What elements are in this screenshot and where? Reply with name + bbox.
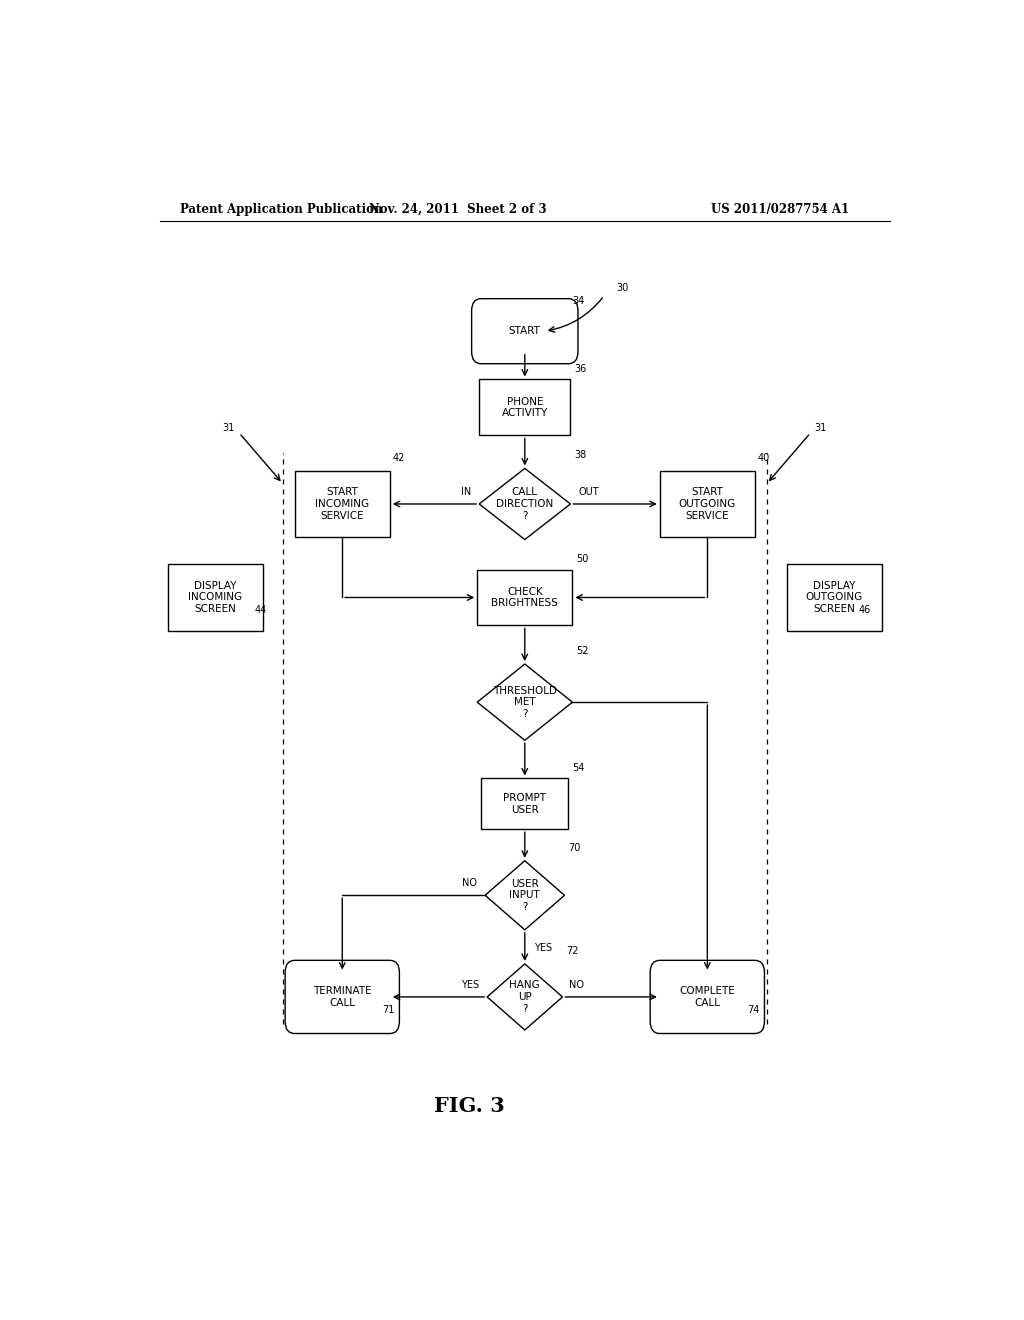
Text: 54: 54 xyxy=(572,763,585,774)
Text: 31: 31 xyxy=(815,422,827,433)
Text: 46: 46 xyxy=(858,606,870,615)
Text: THRESHOLD
MET
?: THRESHOLD MET ? xyxy=(493,685,557,719)
Text: 42: 42 xyxy=(392,453,404,463)
Text: USER
INPUT
?: USER INPUT ? xyxy=(509,879,541,912)
Text: Patent Application Publication: Patent Application Publication xyxy=(179,203,382,215)
FancyBboxPatch shape xyxy=(477,569,572,626)
Text: TERMINATE
CALL: TERMINATE CALL xyxy=(313,986,372,1007)
Text: NO: NO xyxy=(462,878,477,888)
Text: NO: NO xyxy=(569,979,584,990)
FancyBboxPatch shape xyxy=(650,961,765,1034)
FancyBboxPatch shape xyxy=(481,779,568,829)
FancyBboxPatch shape xyxy=(659,471,755,537)
Text: CHECK
BRIGHTNESS: CHECK BRIGHTNESS xyxy=(492,586,558,609)
Text: US 2011/0287754 A1: US 2011/0287754 A1 xyxy=(712,203,850,215)
Text: Nov. 24, 2011  Sheet 2 of 3: Nov. 24, 2011 Sheet 2 of 3 xyxy=(369,203,546,215)
FancyBboxPatch shape xyxy=(285,961,399,1034)
Text: 72: 72 xyxy=(566,945,579,956)
Text: START
INCOMING
SERVICE: START INCOMING SERVICE xyxy=(315,487,370,520)
Text: 34: 34 xyxy=(572,296,585,306)
Text: YES: YES xyxy=(535,944,553,953)
Text: 30: 30 xyxy=(616,284,629,293)
Text: START
OUTGOING
SERVICE: START OUTGOING SERVICE xyxy=(679,487,736,520)
FancyBboxPatch shape xyxy=(479,379,570,436)
Text: 38: 38 xyxy=(574,450,587,461)
Text: 36: 36 xyxy=(574,364,587,375)
Text: HANG
UP
?: HANG UP ? xyxy=(509,981,541,1014)
Text: START: START xyxy=(509,326,541,337)
Polygon shape xyxy=(477,664,572,741)
Text: DISPLAY
INCOMING
SCREEN: DISPLAY INCOMING SCREEN xyxy=(188,581,243,614)
Text: FIG. 3: FIG. 3 xyxy=(434,1096,505,1115)
Text: 50: 50 xyxy=(577,554,589,565)
Text: 40: 40 xyxy=(758,453,770,463)
Polygon shape xyxy=(479,469,570,540)
Text: YES: YES xyxy=(461,979,479,990)
Polygon shape xyxy=(487,964,562,1030)
Text: DISPLAY
OUTGOING
SCREEN: DISPLAY OUTGOING SCREEN xyxy=(806,581,863,614)
Text: IN: IN xyxy=(461,487,471,496)
Text: PHONE
ACTIVITY: PHONE ACTIVITY xyxy=(502,396,548,418)
Text: OUT: OUT xyxy=(579,487,599,496)
Polygon shape xyxy=(485,861,564,929)
Text: 71: 71 xyxy=(382,1006,394,1015)
FancyBboxPatch shape xyxy=(786,565,882,631)
Text: 74: 74 xyxy=(748,1006,760,1015)
Text: 31: 31 xyxy=(222,422,234,433)
Text: 70: 70 xyxy=(568,842,581,853)
Text: 44: 44 xyxy=(255,606,267,615)
FancyBboxPatch shape xyxy=(472,298,578,364)
Text: PROMPT
USER: PROMPT USER xyxy=(504,793,546,814)
Text: COMPLETE
CALL: COMPLETE CALL xyxy=(680,986,735,1007)
FancyBboxPatch shape xyxy=(168,565,263,631)
FancyBboxPatch shape xyxy=(295,471,390,537)
Text: CALL
DIRECTION
?: CALL DIRECTION ? xyxy=(497,487,553,520)
Text: 52: 52 xyxy=(577,645,589,656)
